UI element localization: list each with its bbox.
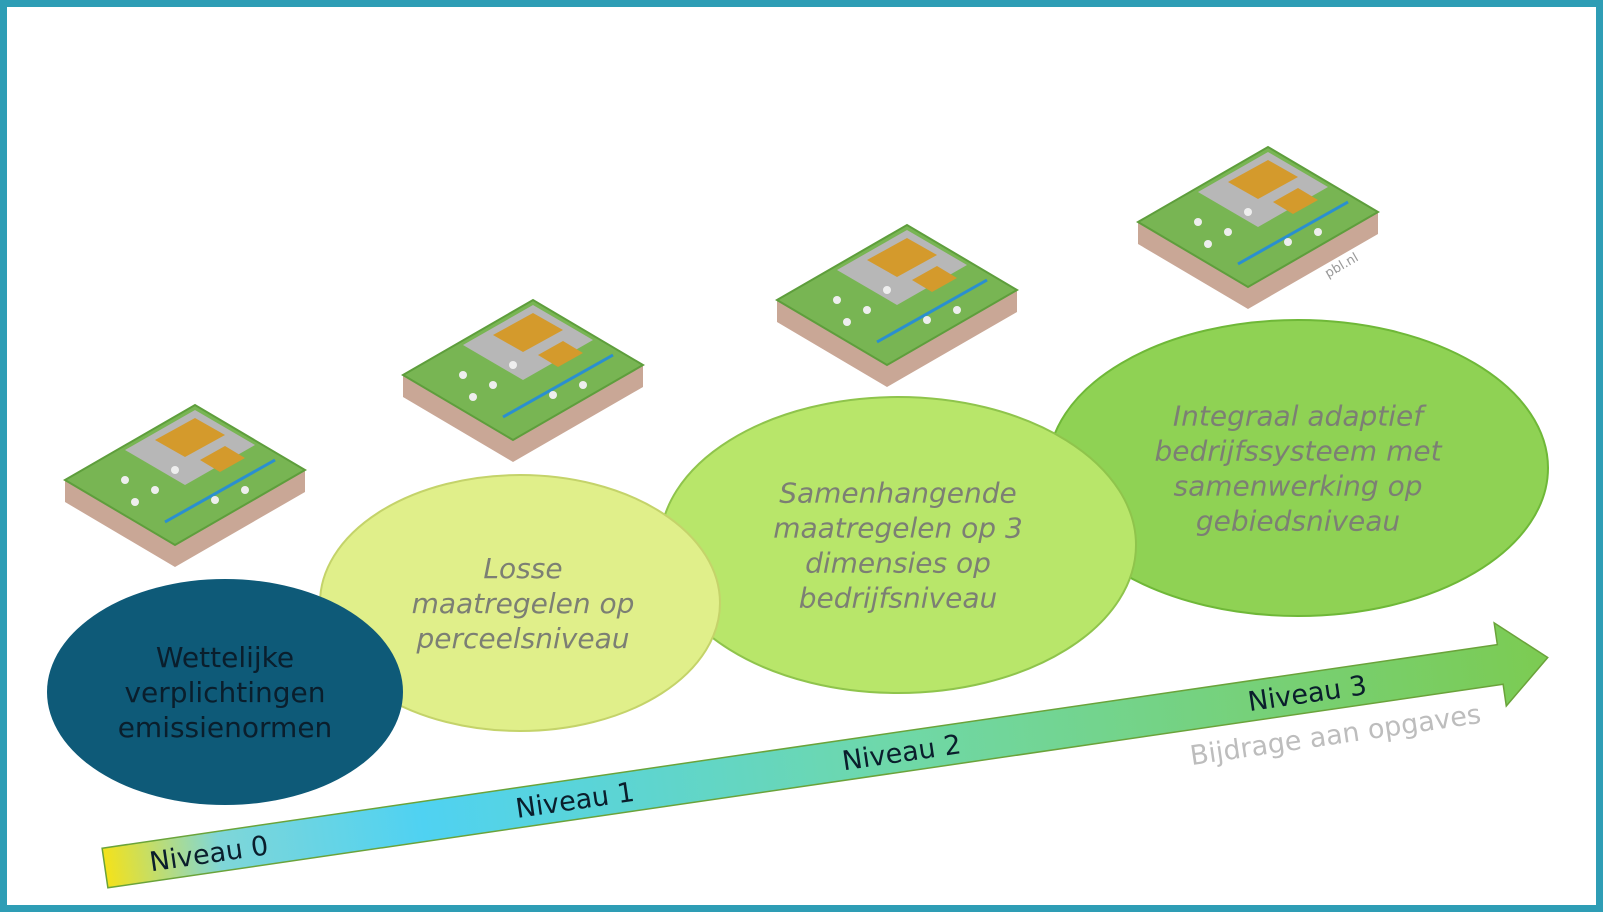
diagram: pbl.nl Wettelijkeverplichtingenemissieno… [0,0,1603,912]
stage-label: perceelsniveau [416,622,630,655]
stage-label: Samenhangende [779,477,1017,510]
stage-label: bedrijfsniveau [799,582,998,615]
stage-label: gebiedsniveau [1196,505,1400,538]
stage-label: Wettelijke [156,641,294,674]
farm-icon [65,405,305,567]
stage-label: bedrijfssysteem met [1154,435,1442,468]
stage-label: dimensies op [805,547,991,580]
stage-label: samenwerking op [1174,470,1423,503]
stage-ellipse [660,397,1136,693]
farm-icon [403,300,643,462]
farm-icon [777,225,1017,387]
farm-icon [1138,147,1378,309]
stage-label: Integraal adaptief [1173,400,1427,433]
stage-label: verplichtingen [124,676,325,709]
stage-label: maatregelen op 3 [773,512,1023,545]
stage-label: emissienormen [118,711,333,744]
stage-label: maatregelen op [412,587,635,620]
stage-label: Losse [483,552,562,585]
